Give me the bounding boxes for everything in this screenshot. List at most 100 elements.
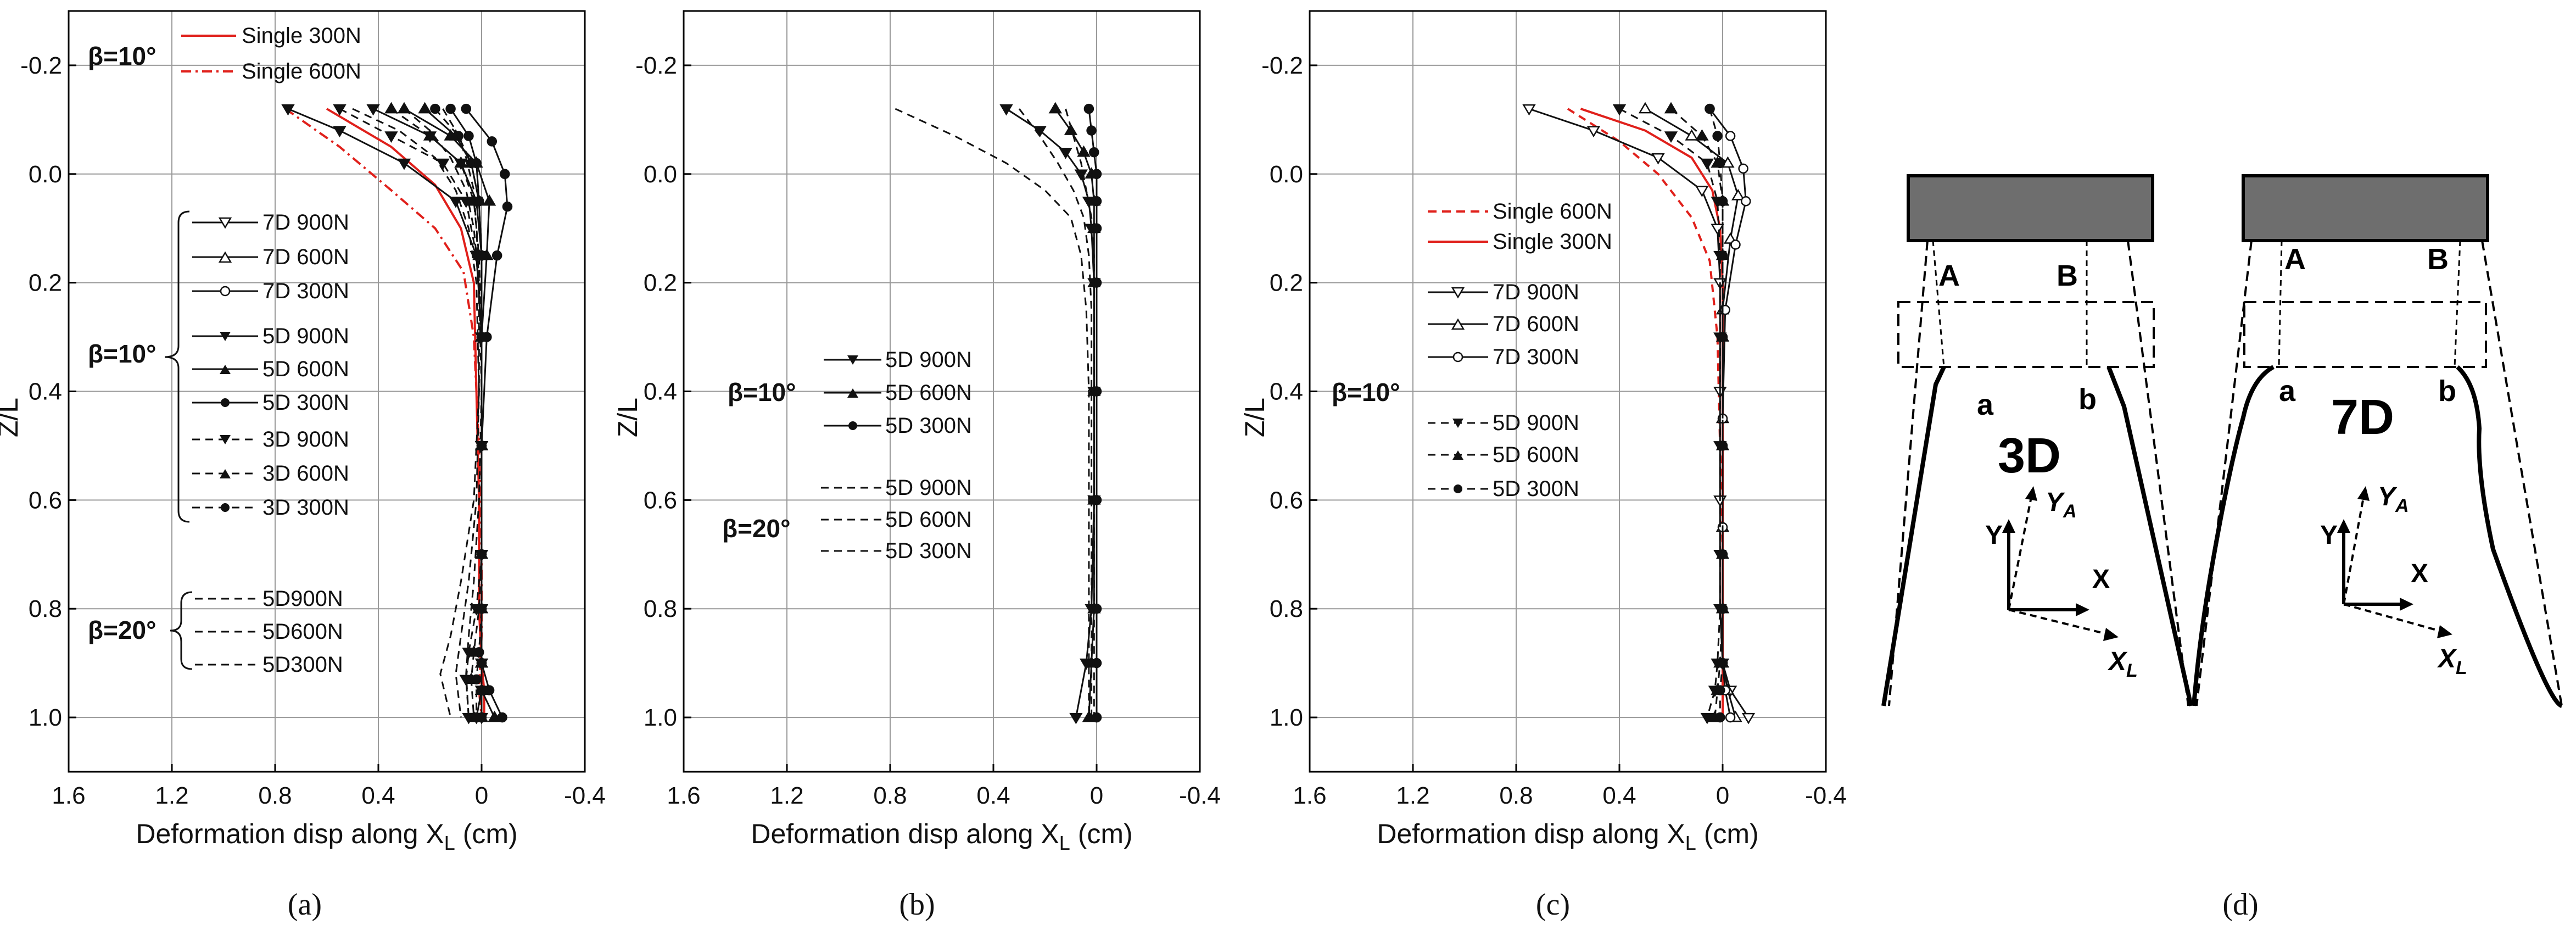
series-point-c-2	[1651, 153, 1665, 165]
panel-d-caption: (d)	[2222, 888, 2258, 922]
series-point-a-9	[423, 129, 437, 141]
legend-b-5d-600n-dashed: 5D 600N	[821, 508, 972, 532]
axis-label-XL-3d: XL	[2107, 647, 2138, 681]
svg-text:7D 600N: 7D 600N	[1493, 312, 1579, 336]
tick-label-x: 0.4	[361, 782, 395, 809]
series-point-c-5	[1664, 131, 1678, 143]
axis-label-X-7d: X	[2411, 559, 2428, 588]
series-point-c-7	[1715, 685, 1725, 695]
svg-text:3D 300N: 3D 300N	[262, 495, 349, 520]
series-line-b-5	[1065, 108, 1095, 718]
svg-text:5D 600N: 5D 600N	[1493, 443, 1579, 467]
panel-a-ticks: 1.6 1.2 0.8 0.4 0 -0.4 -0.2 0.0 0.2 0.4 0.6 0.8 1.0	[20, 52, 606, 809]
svg-text:5D600N: 5D600N	[262, 620, 343, 644]
series-point-c-2	[1741, 712, 1756, 725]
tick-label-y: 0.0	[29, 161, 62, 188]
axis-label-Y-7d: Y	[2320, 521, 2338, 550]
legend-3d-300n: 3D 300N	[192, 495, 349, 520]
tick-label-y: 0.4	[1270, 378, 1303, 405]
label-7d: 7D	[2331, 390, 2394, 445]
series-point-c-5	[1700, 712, 1714, 725]
panel-b-legend: 5D 900N 5D 600N 5D 300N β=10° 5D 900N 5D…	[722, 348, 972, 563]
tick-label-x: 0	[475, 782, 488, 809]
svg-text:5D 900N: 5D 900N	[885, 476, 972, 500]
series-point-c-2	[1586, 126, 1601, 138]
panel-c-xlabel: Deformation disp along XL (cm)	[1377, 818, 1758, 854]
legend-c-5d-900n: 5D 900N	[1428, 411, 1579, 435]
series-point-a-8	[436, 158, 450, 170]
legend-3d-600n: 3D 600N	[192, 461, 349, 486]
tick-label-y: 0.2	[1270, 270, 1303, 297]
panel-b-caption: (b)	[899, 888, 935, 922]
axis-xl-7d	[2343, 603, 2443, 633]
panel-a-brace-20	[170, 591, 193, 670]
svg-text:3D 600N: 3D 600N	[262, 461, 349, 486]
legend-7d-900n: 7D 900N	[192, 210, 349, 235]
panel-c-legend: Single 600N Single 300N 7D 900N 7D 600N …	[1332, 199, 1612, 501]
series-point-b-1	[1077, 145, 1091, 157]
tick-label-x: 1.2	[770, 782, 803, 809]
panel-b-series	[895, 102, 1102, 725]
tick-label-y: 0.6	[1270, 487, 1303, 514]
series-line-a-12	[404, 108, 480, 718]
label-3d: 3D	[1998, 428, 2061, 483]
panel-c-series	[1522, 102, 1756, 725]
legend-5d-600n: 5D 600N	[192, 357, 349, 381]
series-point-a-10	[476, 549, 487, 560]
panel-a-ylabel: Z/L	[0, 398, 24, 437]
panel-b-chart: 1.6 1.2 0.8 0.4 0 -0.4-0.20.00.20.40.60.81.0 …	[612, 10, 1221, 922]
series-point-b-0	[1074, 169, 1088, 181]
series-point-c-3	[1685, 129, 1698, 141]
legend-b-5d-900n: 5D 900N	[824, 348, 972, 372]
series-point-c-2	[1695, 186, 1709, 197]
tick-label-x: 1.6	[667, 782, 700, 809]
tick-label-y: -0.2	[1261, 52, 1303, 79]
panel-b-ticks: 1.6 1.2 0.8 0.4 0 -0.4 -0.2 0.0 0.2 0.4 0.6 0.8 1.0	[635, 52, 1221, 809]
legend-b-5d-300n: 5D 300N	[824, 414, 972, 438]
series-point-a-4	[491, 250, 502, 261]
series-point-c-4	[1738, 163, 1748, 174]
series-point-a-8	[459, 197, 473, 208]
series-point-a-9	[384, 102, 398, 114]
tick-label-x: 1.6	[52, 782, 85, 809]
series-point-a-10	[474, 196, 484, 207]
series-point-a-9	[454, 156, 468, 168]
panel-a-beta-top: β=10°	[88, 42, 157, 70]
series-point-a-7	[463, 131, 474, 141]
tick-label-y: 0.8	[1270, 595, 1303, 622]
legend-5d300n: 5D300N	[195, 653, 343, 677]
svg-text:5D 300N: 5D 300N	[262, 391, 349, 415]
series-line-b-3	[895, 108, 1090, 718]
series-point-a-4	[487, 136, 498, 147]
tick-label-y: -0.2	[20, 52, 62, 79]
series-line-a-8	[339, 108, 483, 718]
axis-label-X-3d: X	[2092, 565, 2110, 594]
panel-c-ticks: 1.6 1.2 0.8 0.4 0 -0.4 -0.2 0.0 0.2 0.4 0.6 0.8 1.0	[1261, 52, 1847, 809]
series-point-a-2	[449, 197, 463, 208]
svg-text:3D 900N: 3D 900N	[262, 427, 349, 452]
panel-b-beta-top: β=10°	[728, 378, 796, 406]
series-point-c-7	[1717, 658, 1728, 668]
svg-text:7D 900N: 7D 900N	[262, 210, 349, 235]
point-B-7d: B	[2427, 243, 2449, 276]
series-line-a-11	[352, 108, 480, 718]
panel-d-schematic: A B a b 3D Y X YA XL A B a b 7D	[1881, 174, 2563, 922]
series-point-c-5	[1612, 104, 1627, 116]
svg-text:5D 300N: 5D 300N	[885, 414, 972, 438]
series-point-a-10	[474, 647, 484, 658]
panel-b-xlabel: Deformation disp along XL (cm)	[751, 818, 1132, 854]
pile-cap-7d	[2242, 174, 2489, 242]
svg-text:7D 300N: 7D 300N	[262, 279, 349, 303]
shifted-cap-3d	[1897, 301, 2155, 368]
legend-c-7d-900n: 7D 900N	[1428, 280, 1579, 304]
tick-label-x: -0.4	[1805, 782, 1847, 809]
series-line-a-0	[326, 108, 485, 718]
axis-label-YA-3d: YA	[2046, 488, 2077, 522]
axis-label-YA-7d: YA	[2378, 482, 2409, 516]
series-point-a-3	[482, 194, 496, 206]
tick-label-y: -0.2	[635, 52, 677, 79]
panel-a-caption: (a)	[288, 888, 322, 922]
series-point-c-3	[1731, 188, 1745, 200]
series-point-a-8	[333, 104, 347, 116]
